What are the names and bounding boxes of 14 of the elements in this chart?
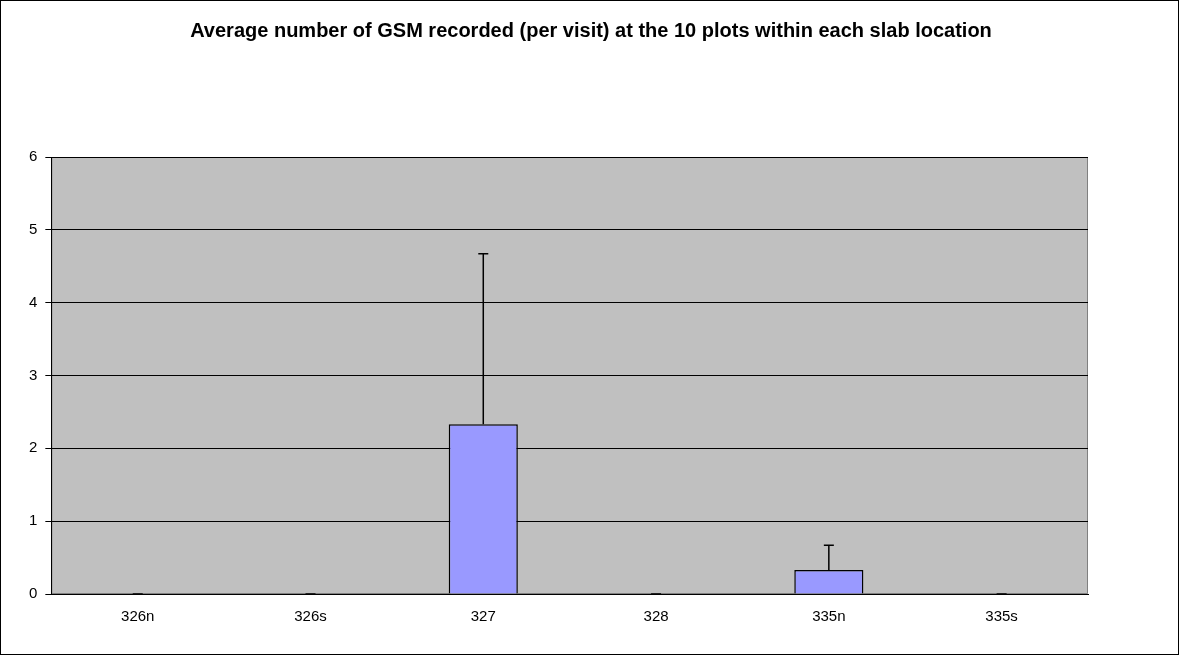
y-tick-label: 1 xyxy=(29,511,38,529)
y-tick-label: 4 xyxy=(29,292,38,310)
x-tick-label: 335n xyxy=(812,607,846,625)
x-tick-label: 335s xyxy=(985,607,1018,625)
y-tick-label: 0 xyxy=(29,584,38,602)
x-tick-label: 328 xyxy=(643,607,669,625)
y-tick-label: 5 xyxy=(29,219,38,237)
chart-title: Average number of GSM recorded (per visit) at the 10 plots within each slab location xyxy=(189,18,993,43)
x-tick-label: 327 xyxy=(470,607,496,625)
x-tick-label: 326n xyxy=(121,607,155,625)
x-tick-label: 326s xyxy=(294,607,327,625)
y-tick-label: 3 xyxy=(29,365,38,383)
y-tick-label: 2 xyxy=(29,438,38,456)
y-tick-label: 6 xyxy=(29,147,38,165)
